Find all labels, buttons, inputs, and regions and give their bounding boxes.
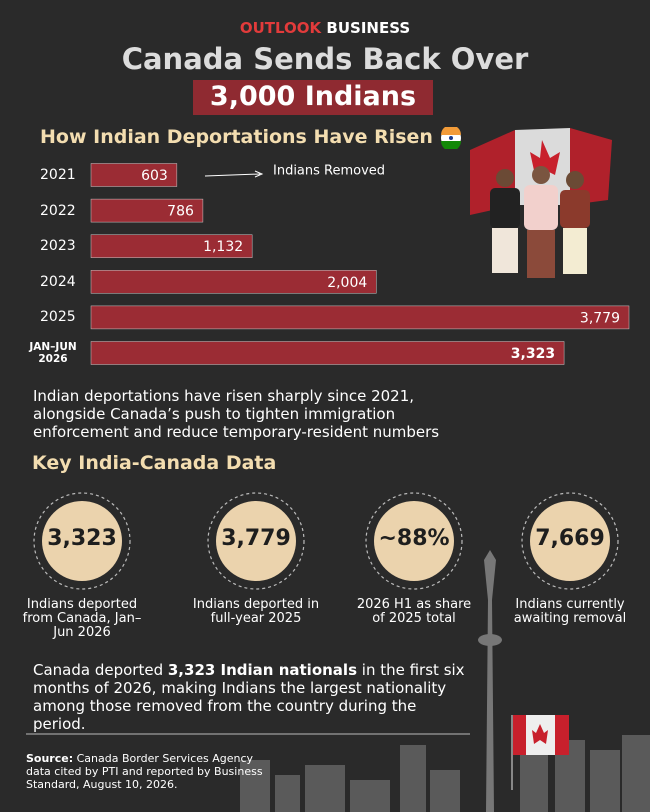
annotation-arrowhead [254, 170, 264, 178]
bar [90, 234, 253, 258]
title-highlight-box [193, 80, 433, 115]
category-label: 2025 [40, 309, 76, 326]
annotation-arrow [204, 173, 261, 177]
stat-label: Indians deported from Canada, Jan–Jun 20… [22, 597, 142, 640]
annotation: Indians Removed [273, 164, 385, 179]
stat-label: Indians deported in full-year 2025 [192, 597, 320, 626]
closing-bold: 3,323 Indian nationals [167, 661, 357, 679]
source: Source: Canada Border Services Agency da… [26, 752, 266, 791]
title-highlight: 3,000 Indians [209, 81, 417, 112]
stat-ring [207, 492, 305, 590]
brand-name: OUTLOOK [239, 19, 322, 37]
stat-circle [374, 501, 454, 581]
chart-title: How Indian Deportations Have Risen [40, 126, 462, 149]
chart-title-text: How Indian Deportations Have Risen [40, 126, 433, 148]
category-label: 2021 [40, 167, 76, 183]
stat-circle [42, 501, 122, 581]
value-label: 2,004 [327, 275, 367, 291]
bar [90, 163, 178, 187]
value-label: 3,779 [580, 310, 620, 326]
value-label: 786 [167, 204, 194, 220]
stat-label: 2026 H1 as share of 2025 total [356, 597, 472, 626]
key-data-title: Key India-Canada Data [32, 452, 277, 474]
stat-ring [33, 492, 131, 590]
stat-ring [365, 492, 463, 590]
source-text: Canada Border Services Agency data cited… [26, 752, 263, 791]
india-flag [440, 126, 461, 149]
people-decoration [490, 166, 590, 278]
stat-value: 7,669 [535, 526, 605, 551]
category-label: 2022 [40, 202, 76, 219]
title: Canada Sends Back Over [121, 42, 529, 76]
closing-text: Canada deported [33, 661, 164, 679]
stat-value: 3,323 [47, 526, 117, 551]
stat-circle [216, 501, 296, 581]
brand: OUTLOOK BUSINESS [0, 19, 650, 37]
value-label: 3,323 [511, 346, 555, 362]
value-label: 603 [141, 168, 168, 184]
stat-value: ~88% [378, 526, 450, 551]
stat-label: Indians currently awaiting removal [513, 597, 627, 626]
category-label: JAN–JUN 2026 [29, 341, 77, 365]
stat-circle [530, 501, 610, 581]
stat-ring [521, 492, 619, 590]
category-label: 2024 [40, 273, 76, 290]
brand-suffix: BUSINESS [326, 19, 411, 37]
source-label: Source: [26, 752, 74, 765]
skyline-decoration [240, 550, 650, 812]
closing-text: in the first six months of 2026, making … [33, 661, 465, 733]
bar [90, 270, 377, 294]
summary: Indian deportations have risen sharply s… [33, 387, 440, 441]
closing: Canada deported 3,323 Indian nationals i… [33, 661, 473, 733]
bar [90, 198, 204, 223]
bar [90, 341, 565, 365]
value-label: 1,132 [203, 239, 243, 255]
bar [90, 305, 630, 330]
category-label: 2023 [40, 238, 76, 255]
stat-value: 3,779 [221, 526, 291, 551]
